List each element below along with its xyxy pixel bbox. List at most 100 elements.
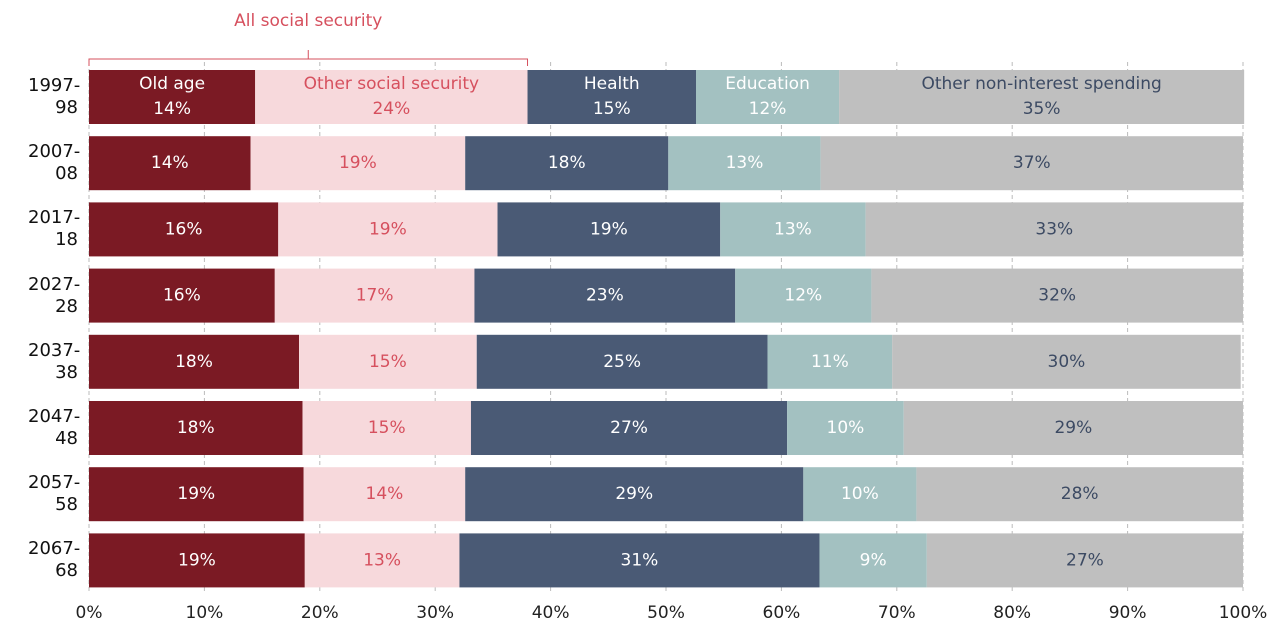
y-tick-label: 2057-58 [28, 472, 81, 516]
data-label: 30% [1048, 352, 1086, 372]
data-label: 14% [153, 99, 191, 119]
data-label: 33% [1035, 219, 1073, 239]
data-label: 35% [1023, 99, 1061, 119]
x-tick-label: 30% [416, 603, 454, 623]
bar-segment [474, 268, 736, 323]
data-label: 10% [841, 484, 879, 504]
y-tick-label: 2067-68 [28, 538, 81, 582]
x-tick-label: 20% [301, 603, 339, 623]
data-label: 17% [356, 286, 394, 306]
x-tick-label: 60% [763, 603, 801, 623]
data-label: 31% [621, 550, 659, 570]
bar-segment [459, 533, 820, 588]
bar-segment [299, 334, 477, 389]
data-label: 15% [593, 99, 631, 119]
data-label: 37% [1013, 153, 1051, 173]
x-tick-label: 0% [76, 603, 103, 623]
data-label: 15% [368, 418, 406, 438]
data-label: 10% [827, 418, 865, 438]
data-label: 13% [726, 153, 764, 173]
data-label: 15% [369, 352, 407, 372]
data-label: 18% [175, 352, 213, 372]
annotation: All social security [234, 11, 382, 31]
bar-segment [839, 70, 1245, 124]
data-label: 23% [586, 286, 624, 306]
bar-segment [89, 70, 256, 124]
bar-segment [819, 533, 927, 588]
data-label: 9% [860, 550, 887, 570]
bar-segment [926, 533, 1243, 588]
data-label: 16% [163, 286, 201, 306]
y-tick-label: 2037-38 [28, 339, 81, 383]
data-label: 24% [372, 99, 410, 119]
bar-segment [89, 202, 279, 257]
bar-segment [89, 401, 303, 455]
y-tick-label: 2027-28 [28, 273, 81, 317]
bar-segment [916, 467, 1243, 522]
bar-segment [465, 136, 669, 191]
data-label: 27% [610, 418, 648, 438]
bar-segment [767, 334, 893, 389]
bar-segment [89, 334, 300, 389]
x-tick-label: 40% [532, 603, 570, 623]
x-tick-label: 80% [993, 603, 1031, 623]
bar-segment [470, 401, 788, 455]
bar-segment [278, 202, 498, 257]
bar-segment [302, 401, 471, 455]
bar-segment [497, 202, 721, 257]
bar-segment [255, 70, 528, 124]
y-tick-label: 2047-48 [28, 406, 81, 449]
bar-segment [803, 467, 917, 522]
bar-segment [871, 268, 1243, 323]
data-label: 11% [811, 352, 849, 372]
data-label: 16% [165, 219, 203, 239]
data-label: 19% [339, 153, 377, 173]
bar-segment [89, 268, 275, 323]
bar-segment [720, 202, 866, 257]
data-label: 19% [369, 219, 407, 239]
bar-segment [668, 136, 821, 191]
legend-label: Education [725, 74, 810, 94]
bar-segment [476, 334, 768, 389]
bar-segment [892, 334, 1241, 389]
x-tick-label: 50% [647, 603, 685, 623]
annotation-bracket [88, 50, 529, 66]
data-label: 12% [784, 286, 822, 306]
data-label: 14% [151, 153, 189, 173]
x-tick-label: 10% [186, 603, 224, 623]
bar-segment [304, 533, 460, 588]
data-label: 28% [1061, 484, 1099, 504]
bar-segment [89, 467, 304, 522]
y-tick-label: 2007-08 [28, 141, 81, 185]
bar-segment [89, 533, 305, 588]
data-label: 19% [178, 550, 216, 570]
bar-segment [527, 70, 697, 124]
legend-label: Other social security [304, 74, 479, 94]
legend-label: Other non-interest spending [921, 74, 1161, 94]
bar-segment [465, 467, 804, 522]
legend-label: Health [584, 74, 640, 94]
data-label: 32% [1038, 286, 1076, 306]
data-label: 18% [548, 153, 586, 173]
data-label: 13% [363, 550, 401, 570]
data-label: 29% [1054, 418, 1092, 438]
y-tick-label: 1997-98 [28, 75, 81, 118]
bar-segment [865, 202, 1243, 257]
data-label: 25% [603, 352, 641, 372]
bar-segment [735, 268, 872, 323]
bar-segment [696, 70, 840, 124]
x-tick-label: 100% [1219, 603, 1268, 623]
bar-segment [250, 136, 466, 191]
data-label: 19% [177, 484, 215, 504]
data-label: 18% [177, 418, 215, 438]
bar-segment [274, 268, 475, 323]
bar-segment [787, 401, 904, 455]
data-label: 12% [749, 99, 787, 119]
data-label: 29% [615, 484, 653, 504]
data-label: 14% [366, 484, 404, 504]
data-label: 13% [774, 219, 812, 239]
data-label: 27% [1066, 550, 1104, 570]
data-label: 19% [590, 219, 628, 239]
